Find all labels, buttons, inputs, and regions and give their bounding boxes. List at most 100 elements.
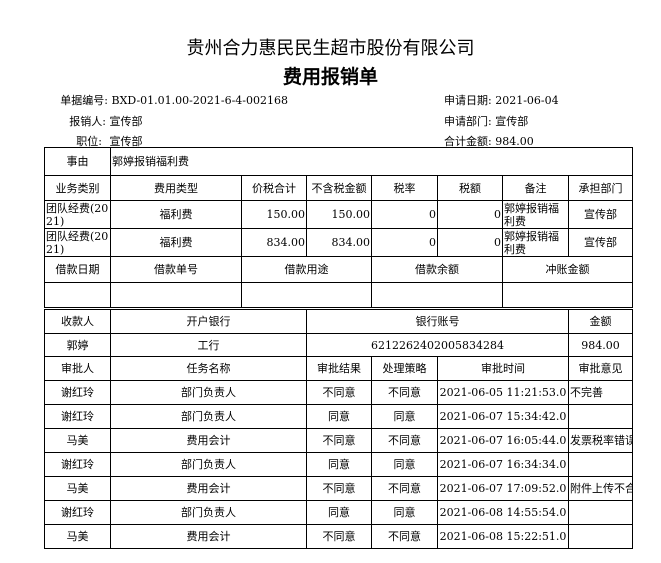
cell: 2021-06-08 14:55:54.0 [437,500,569,525]
cell: 834.00 [241,228,307,257]
cell: 谢红玲 [44,500,111,525]
form-title: 费用报销单 [282,66,378,88]
header-cell: 借款单号 [110,256,242,283]
payee-approval-table: 收款人 开户银行 银行账号 金额 郭婷 工行 6212262402005834284 984… [44,309,633,549]
apply-dept: 申请部门: 宣传部 [444,115,529,128]
cell: 不同意 [371,428,438,453]
approval-row: 马美 费用会计 不同意 不同意 2021-06-07 16:05:44.0 发票税率错误 [44,428,633,453]
cell: 马美 [44,524,111,549]
cell: 福利费 [110,200,242,229]
cell: 0 [371,228,438,257]
cell: 同意 [306,452,372,477]
approval-header: 审批人 任务名称 审批结果 处理策略 审批时间 审批意见 [44,356,633,381]
cell: 0 [371,200,438,229]
header-cell: 承担部门 [567,175,634,201]
cell: 费用会计 [110,476,307,501]
expense-table: 事由 郭婷报销福利费 业务类别 费用类型 价税合计 不含税金额 税率 税额 备注 承担部门 团队… [44,147,634,308]
approval-row: 谢红玲 部门负责人 不同意 不同意 2021-06-05 11:21:53.0 不完善 [44,380,633,405]
cell: 同意 [371,500,438,525]
header-cell: 审批意见 [568,356,633,381]
cell: 谢红玲 [44,404,111,429]
header-cell: 业务类别 [44,175,111,201]
header-cell: 费用类型 [110,175,242,201]
apply-date: 申请日期: 2021-06-04 [444,94,559,107]
cell: 郭婷报销福利费 [502,228,569,257]
cell: 2021-06-08 15:22:51.0 [437,524,569,549]
cell: 6212262402005834284 [306,333,569,357]
cell: 宣传部 [567,200,634,229]
header-cell: 开户银行 [110,309,307,334]
header-cell: 税率 [371,175,438,201]
cell: 部门负责人 [110,404,307,429]
cell: 马美 [44,476,111,501]
header-cell: 金额 [568,309,633,334]
cell [568,500,633,525]
header-cell: 审批结果 [306,356,372,381]
header-cell: 冲账金额 [501,256,634,283]
cell: 不同意 [371,476,438,501]
header-cell: 备注 [502,175,569,201]
header-cell: 收款人 [44,309,111,334]
cell: 150.00 [306,200,372,229]
expense-header: 业务类别 费用类型 价税合计 不含税金额 税率 税额 备注 承担部门 [44,175,634,201]
cell: 福利费 [110,228,242,257]
header-cell: 不含税金额 [306,175,372,201]
cell: 费用会计 [110,428,307,453]
cell: 不同意 [306,476,372,501]
cell: 不同意 [371,380,438,405]
reason-label: 事由 [44,147,111,176]
position: 职位: 宣传部 [76,135,143,148]
approval-row: 马美 费用会计 不同意 不同意 2021-06-07 17:09:52.0 附件上传不合 [44,476,633,501]
cell: 同意 [371,452,438,477]
cell: 同意 [306,404,372,429]
header-cell: 价税合计 [241,175,307,201]
cell: 834.00 [306,228,372,257]
cell [568,452,633,477]
payee-header: 收款人 开户银行 银行账号 金额 [44,309,633,334]
doc-no: 单据编号: BXD-01.01.00-2021-6-4-002168 [60,94,288,107]
cell: 不完善 [568,380,633,405]
cell: 不同意 [371,524,438,549]
cell: 费用会计 [110,524,307,549]
cell: 不同意 [306,524,372,549]
loan-header: 借款日期 借款单号 借款用途 借款余额 冲账金额 [44,256,634,283]
approval-row: 谢红玲 部门负责人 同意 同意 2021-06-07 16:34:34.0 [44,452,633,477]
cell: 2021-06-07 17:09:52.0 [437,476,569,501]
cell: 2021-06-07 16:05:44.0 [437,428,569,453]
cell: 2021-06-07 15:34:42.0 [437,404,569,429]
header-cell: 处理策略 [371,356,438,381]
header-cell: 税额 [437,175,503,201]
cell: 0 [437,228,503,257]
cell [568,404,633,429]
cell: 同意 [371,404,438,429]
cell: 发票税率错误 [568,428,633,453]
approval-row: 谢红玲 部门负责人 同意 同意 2021-06-07 15:34:42.0 [44,404,633,429]
cell: 2021-06-07 16:34:34.0 [437,452,569,477]
cell [568,524,633,549]
reason-value: 郭婷报销福利费 [109,147,634,176]
cell: 马美 [44,428,111,453]
cell: 郭婷报销福利费 [502,200,569,229]
cell: 宣传部 [567,228,634,257]
cell: 不同意 [306,380,372,405]
cell: 部门负责人 [110,500,307,525]
company-name: 贵州合力惠民民生超市股份有限公司 [186,38,475,59]
header-cell: 审批人 [44,356,111,381]
cell: 谢红玲 [44,380,111,405]
cell: 0 [437,200,503,229]
cell: 附件上传不合 [568,476,633,501]
header-cell: 借款日期 [44,256,111,283]
approval-row: 马美 费用会计 不同意 不同意 2021-06-08 15:22:51.0 [44,524,633,549]
cell: 团队经费(2021) [44,200,111,229]
approval-row: 谢红玲 部门负责人 同意 同意 2021-06-08 14:55:54.0 [44,500,633,525]
header-cell: 任务名称 [110,356,307,381]
cell: 不同意 [306,428,372,453]
cell: 部门负责人 [110,380,307,405]
header-cell: 借款余额 [371,256,503,283]
header-cell: 借款用途 [241,256,372,283]
cell: 工行 [110,333,307,357]
header-cell: 银行账号 [306,309,569,334]
cell: 谢红玲 [44,452,111,477]
cell: 984.00 [568,333,633,357]
total-amount: 合计金额: 984.00 [444,135,534,148]
